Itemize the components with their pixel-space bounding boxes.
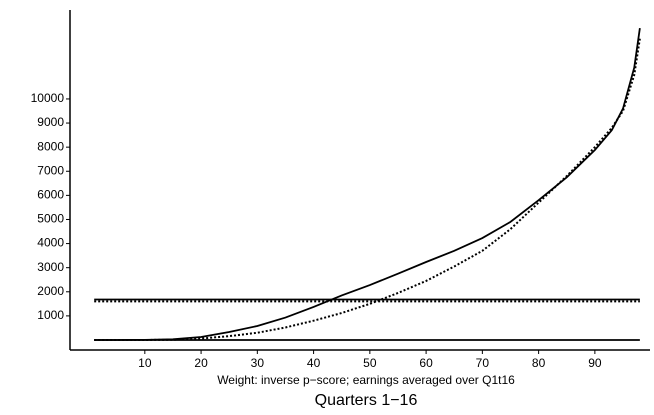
x-tick-label: 70 (476, 356, 490, 370)
y-tick-label: 7000 (37, 163, 64, 177)
chart-title: Quarters 1−16 (315, 392, 418, 409)
y-tick-label: 10000 (31, 91, 65, 105)
x-tick-label: 20 (194, 356, 208, 370)
y-tick-label: 5000 (37, 212, 64, 226)
x-tick-label: 30 (251, 356, 265, 370)
x-tick-label: 80 (532, 356, 546, 370)
x-tick-label: 90 (588, 356, 602, 370)
x-tick-label: 40 (307, 356, 321, 370)
y-tick-label: 8000 (37, 139, 64, 153)
x-tick-label: 50 (363, 356, 377, 370)
y-tick-label: 3000 (37, 260, 64, 274)
y-tick-label: 2000 (37, 284, 64, 298)
x-tick-label: 10 (138, 356, 152, 370)
series-line (94, 27, 641, 341)
x-tick-label: 60 (419, 356, 433, 370)
y-tick-label: 6000 (37, 188, 64, 202)
series-line (94, 38, 641, 341)
y-tick-label: 9000 (37, 115, 64, 129)
x-axis-label: Weight: inverse p−score; earnings averag… (217, 373, 515, 387)
y-tick-label: 4000 (37, 236, 64, 250)
y-tick-label: 1000 (37, 308, 64, 322)
